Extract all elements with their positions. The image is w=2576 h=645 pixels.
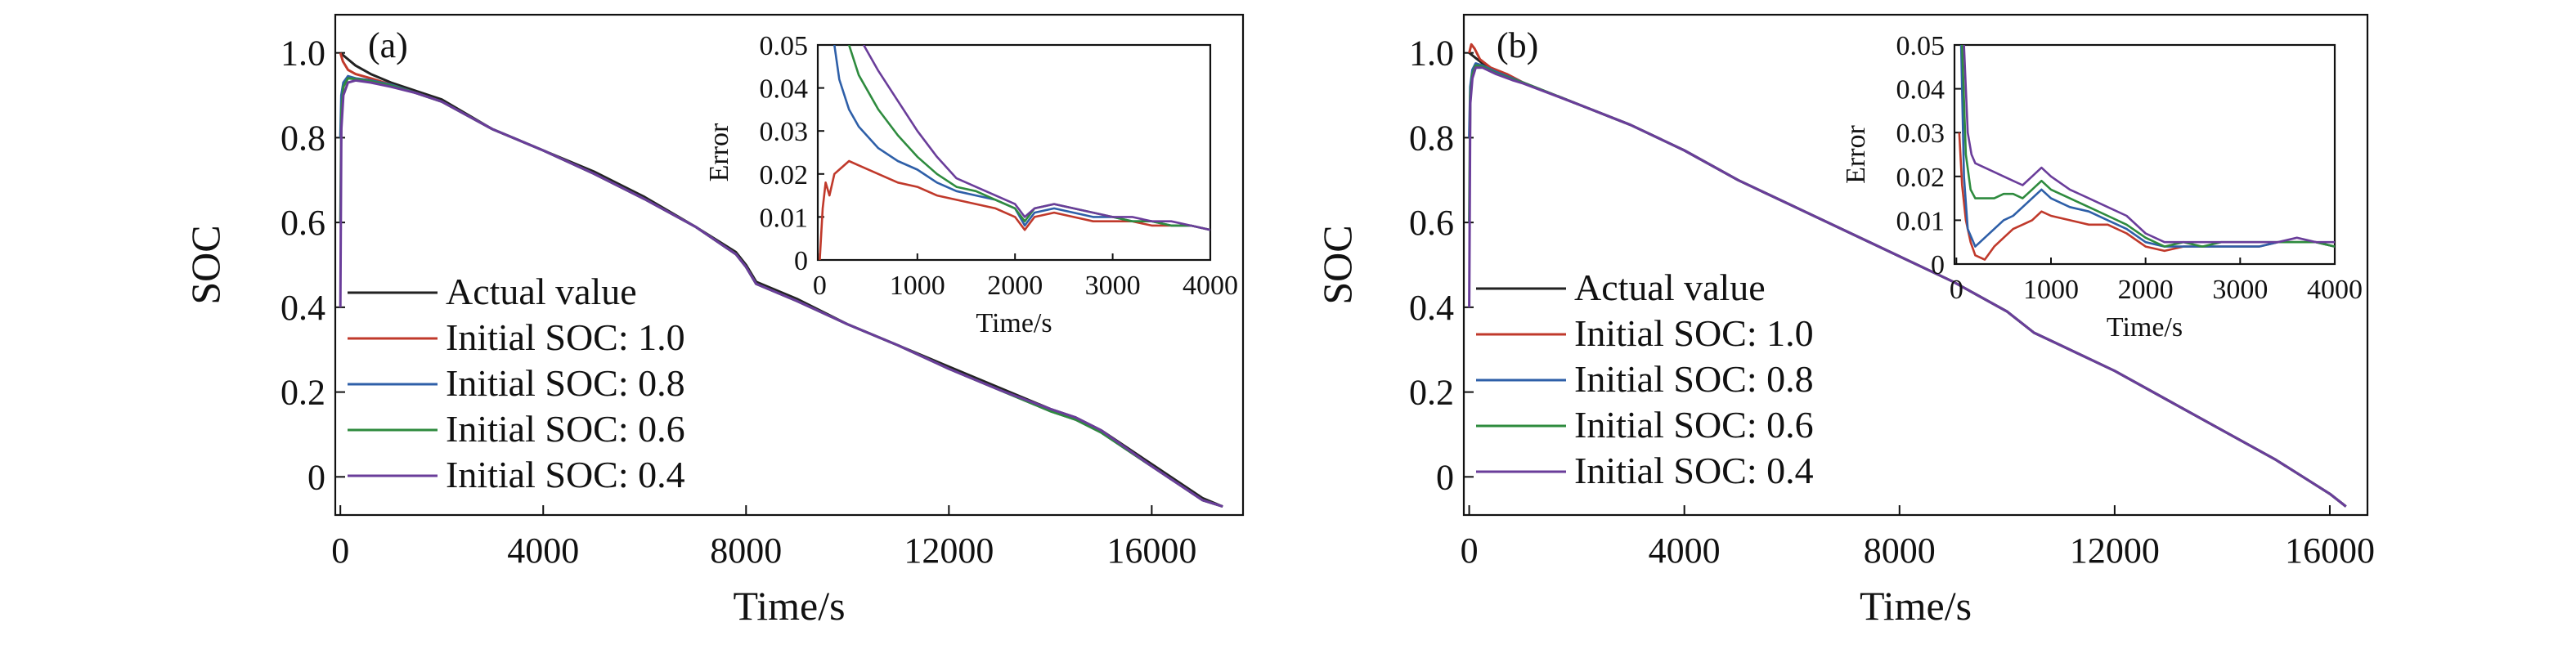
panel-b-x-tick-label: 0 [1461, 531, 1479, 571]
panel-b-inset-y-tick-label: 0.03 [1896, 119, 1945, 149]
panel-b-y-tick-label: 0.6 [1409, 203, 1454, 243]
panel-a-panel-label: (a) [368, 25, 408, 65]
panel-a-inset-y-tick-label: 0.03 [760, 117, 809, 147]
panel-a-y-axis-label: SOC [182, 225, 228, 304]
panel-b-inset-series-line-3 [1963, 45, 2335, 244]
panel-b-inset-y-tick-label: 0.02 [1896, 163, 1945, 193]
panel-b-inset-y-tick-label: 0.04 [1896, 75, 1945, 105]
panel-a-inset-y-tick-label: 0.02 [760, 160, 809, 190]
panel-a-x-tick-label: 8000 [710, 531, 782, 571]
panel-b-inset-y-axis-label: Error [1841, 124, 1871, 183]
panel-a-inset-x-tick-label: 1000 [890, 271, 945, 301]
panel-a-y-tick-label: 0.8 [280, 118, 325, 158]
panel-a-legend-label-1: Initial SOC: 1.0 [446, 316, 685, 358]
panel-b-inset-x-tick-label: 2000 [2118, 275, 2174, 305]
panel-a-inset-y-axis-label: Error [704, 123, 734, 181]
panel-a-series-line-4 [339, 78, 1223, 508]
panel-b-y-tick-label: 0 [1436, 457, 1454, 497]
panel-a-y-tick-label: 0 [307, 457, 325, 497]
panel-a-legend-label-0: Actual value [446, 271, 637, 312]
panel-a-inset-x-axis-label: Time/s [976, 308, 1052, 338]
panel-b-y-tick-label: 0.4 [1409, 288, 1454, 328]
panel-a-x-axis-label: Time/s [733, 583, 845, 629]
panel-b-y-axis-label: SOC [1314, 225, 1360, 304]
panel-a-inset-plot-frame [816, 43, 1212, 262]
panel-b-inset-y-tick-label: 0 [1931, 250, 1945, 280]
panel-a-inset-series-line-2 [847, 45, 1210, 231]
panel-b-series-line-4 [1468, 66, 2347, 508]
panel-b-panel-label: (b) [1497, 25, 1538, 65]
panel-a-legend-label-3: Initial SOC: 0.6 [446, 408, 685, 450]
panel-b-inset-group: 0 1000 2000 3000 4000 0 0.01 0.02 0.03 0.04 0.05 Ti… [1841, 31, 2363, 343]
panel-b-inset-y-tick-label: 0.05 [1896, 31, 1945, 61]
panel-b-legend-label-2: Initial SOC: 0.8 [1574, 358, 1814, 400]
panel-b-legend-label-1: Initial SOC: 1.0 [1574, 312, 1814, 354]
panel-b-inset-series-line-1 [1959, 45, 2335, 248]
panel-b-x-tick-label: 12000 [2070, 531, 2160, 571]
panel-a-inset-y-tick-label: 0 [794, 246, 808, 276]
panel-a-inset-x-tick-label: 4000 [1183, 271, 1238, 301]
panel-b-y-tick-label: 1.0 [1409, 34, 1454, 74]
panel-a-inset-y-tick-label: 0.04 [760, 74, 809, 105]
panel-b-inset-x-tick-label: 1000 [2023, 275, 2079, 305]
panel-a-y-tick-label: 1.0 [280, 34, 325, 74]
panel-b-legend-label-4: Initial SOC: 0.4 [1574, 450, 1814, 491]
panel-a-x-tick-label: 12000 [904, 531, 994, 571]
panel-b-inset-x-tick-label: 4000 [2307, 275, 2363, 305]
panel-a-x-tick-label: 0 [331, 531, 349, 571]
panel-a-x-tick-label: 4000 [507, 531, 579, 571]
panel-a-x-tick-label: 16000 [1106, 531, 1196, 571]
panel-a-legend-label-4: Initial SOC: 0.4 [446, 454, 685, 495]
panel-a-inset-series-group [819, 45, 1210, 260]
panel-b-inset-x-axis-label: Time/s [2107, 312, 2183, 343]
panel-a-inset-x-tick-label: 0 [813, 271, 827, 301]
panel-a-inset-series-line-0 [819, 159, 1210, 260]
panel-b-x-tick-label: 4000 [1649, 531, 1721, 571]
panel-b-group: 0 4000 8000 12000 16000 0 0.2 0.4 0.6 0.8 1.0 Time/… [1314, 13, 2375, 629]
panel-a-y-tick-label: 0.2 [280, 373, 325, 413]
panel-b-inset-y-tick-label: 0.01 [1896, 206, 1945, 236]
panel-a-inset-y-tick-label: 0.05 [760, 31, 809, 61]
panel-a-inset-series-line-3 [862, 45, 1210, 231]
panel-a-group: 0 4000 8000 12000 16000 0 0.2 0.4 0.6 0.8 1.0 Time/… [182, 13, 1245, 629]
panel-a-inset-x-tick-label: 3000 [1085, 271, 1141, 301]
panel-b-inset-x-tick-label: 0 [1950, 275, 1963, 305]
panel-b-x-axis-label: Time/s [1860, 583, 1972, 629]
panel-b-x-tick-label: 8000 [1864, 531, 1936, 571]
panel-b-legend-label-3: Initial SOC: 0.6 [1574, 404, 1814, 446]
panel-b-y-tick-label: 0.2 [1409, 373, 1454, 413]
panel-b-inset-x-tick-label: 3000 [2212, 275, 2268, 305]
panel-b-inset-series-group [1958, 45, 2335, 261]
panel-b-legend-label-0: Actual value [1574, 267, 1766, 308]
panel-a-legend-label-2: Initial SOC: 0.8 [446, 362, 685, 404]
panel-a-series-group [339, 52, 1223, 508]
panel-a-y-tick-label: 0.6 [280, 203, 325, 243]
panel-b-x-tick-label: 16000 [2285, 531, 2375, 571]
panel-a-inset-x-tick-label: 2000 [987, 271, 1043, 301]
panel-b-y-tick-label: 0.8 [1409, 118, 1454, 158]
panel-a-inset-y-tick-label: 0.01 [760, 203, 809, 233]
panel-a-inset-group: 0 1000 2000 3000 4000 0 0.01 0.02 0.03 0.04 0.05 Ti… [704, 31, 1238, 338]
panel-b-series-group [1468, 43, 2347, 508]
panel-a-y-tick-label: 0.4 [280, 288, 325, 328]
